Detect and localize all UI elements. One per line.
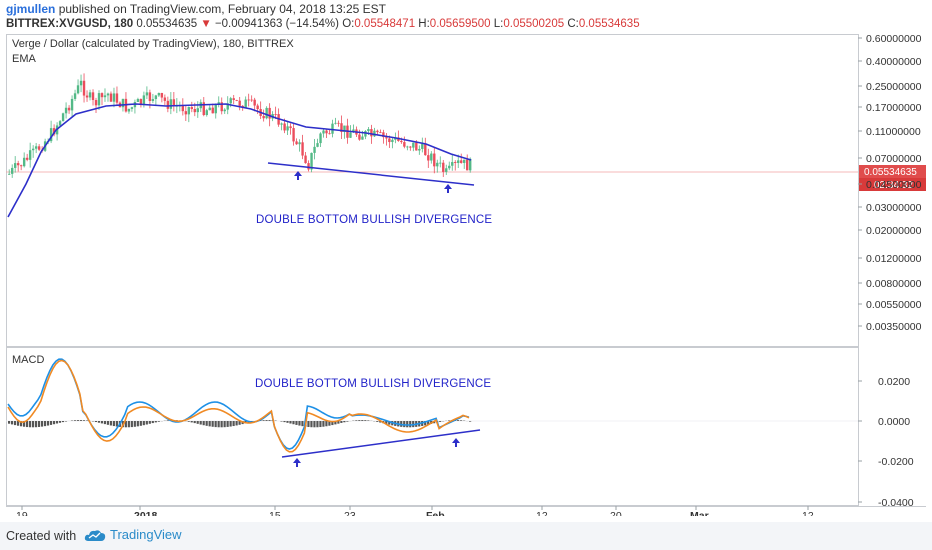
created-with-text: Created with	[6, 529, 77, 543]
time-axis-label: 19	[16, 510, 28, 516]
low-value: 0.05500205	[503, 18, 565, 30]
publish-header: gjmullen published on TradingView.com, F…	[6, 2, 386, 16]
macd-annotation: DOUBLE BOTTOM BULLISH DIVERGENCE	[255, 378, 492, 390]
time-axis-label: 20	[610, 510, 622, 516]
symbol-header: BITTREX:XVGUSD, 180 0.05534635 ▼ −0.0094…	[6, 18, 640, 30]
candlestick-series	[8, 73, 472, 178]
time-axis-label: Feb	[426, 510, 445, 516]
last-price-tag-text: 0.05534635	[864, 167, 917, 178]
time-axis-label: 12	[802, 510, 814, 516]
high-label: H:	[418, 18, 430, 30]
up-arrow-icon	[294, 171, 302, 180]
up-arrow-icon	[444, 184, 452, 193]
price-axis-label: 0.02000000	[866, 225, 922, 237]
price-axis-label: 0.17000000	[866, 102, 922, 114]
last-price: 0.05534635	[136, 18, 198, 30]
price-axis-label: 0.01200000	[866, 253, 922, 265]
tradingview-logo[interactable]: TradingView	[84, 527, 182, 542]
time-axis-label: Mar	[690, 510, 709, 516]
signal-line	[7, 359, 470, 453]
footer-bar: Created with TradingView	[0, 522, 932, 550]
macd-axis-label: 0.0200	[878, 376, 910, 388]
author-link[interactable]: gjmullen	[6, 2, 56, 16]
price-axis-label: 0.07000000	[866, 153, 922, 165]
open-label: O:	[342, 18, 355, 30]
price-axis-label: 0.11000000	[866, 126, 921, 138]
close-value: 0.05534635	[578, 18, 640, 30]
price-axis-label: 0.60000000	[866, 34, 922, 45]
main-annotation: DOUBLE BOTTOM BULLISH DIVERGENCE	[256, 214, 493, 226]
price-axis-label: 0.03000000	[866, 202, 922, 214]
time-axis-label: 23	[344, 510, 356, 516]
tradingview-brand-text: TradingView	[110, 527, 182, 542]
ema-legend[interactable]: EMA	[12, 53, 36, 65]
macd-title[interactable]: MACD	[12, 354, 45, 366]
macd-axis-label: -0.0200	[878, 456, 914, 468]
price-axis-label: 0.25000000	[866, 81, 922, 93]
price-axis-label: 0.40000000	[866, 56, 922, 68]
chart-svg[interactable]: 0.05534635 02:34:32 0.60000000 0.40000000…	[6, 33, 926, 522]
countdown-tag-text: 02:34:32	[874, 180, 913, 191]
price-trendline	[267, 162, 475, 186]
time-axis-label: 15	[269, 510, 281, 516]
time-axis-label: 12	[536, 510, 548, 516]
high-value: 0.05659500	[429, 18, 491, 30]
macd-axis-label: 0.0000	[878, 416, 910, 428]
up-arrow-icon	[293, 458, 301, 467]
ema-line	[7, 103, 472, 218]
macd-trendline	[281, 429, 481, 458]
price-axis-label: 0.00550000	[866, 299, 922, 311]
price-axis-label: 0.04500000	[866, 179, 922, 191]
down-arrow-icon: ▼	[200, 18, 212, 30]
macd-axis-label: -0.0400	[878, 497, 914, 509]
symbol-label: BITTREX:XVGUSD, 180	[6, 18, 134, 30]
up-arrow-icon	[452, 438, 460, 447]
chart-area[interactable]: 0.05534635 02:34:32 0.60000000 0.40000000…	[6, 33, 926, 522]
publish-info: published on TradingView.com, February 0…	[58, 2, 387, 16]
price-axis-label: 0.00350000	[866, 321, 922, 333]
close-label: C:	[567, 18, 579, 30]
main-pane-title: Verge / Dollar (calculated by TradingVie…	[12, 38, 294, 50]
tradingview-cloud-icon	[84, 529, 106, 541]
main-pane-frame	[6, 34, 859, 347]
price-axis-label: 0.00800000	[866, 278, 922, 290]
last-price-tag	[859, 165, 926, 178]
countdown-tag	[859, 178, 926, 191]
price-change: −0.00941363 (−14.54%)	[214, 18, 339, 30]
open-value: 0.05548471	[354, 18, 416, 30]
low-label: L:	[493, 18, 504, 30]
time-axis-label: 2018	[134, 510, 158, 516]
macd-line	[7, 358, 470, 450]
